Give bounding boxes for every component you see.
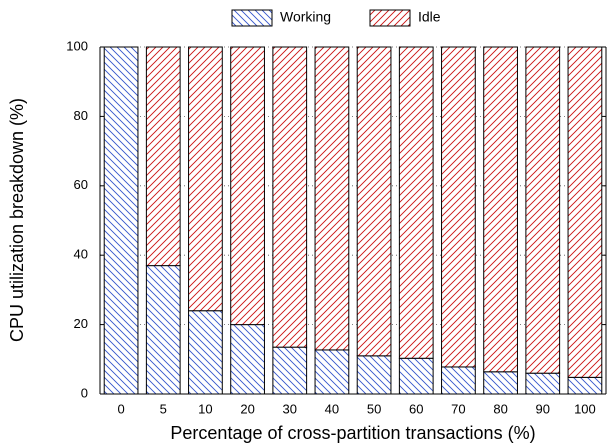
y-tick-label: 60	[74, 177, 88, 192]
bar-segment	[314, 46, 350, 351]
bar-segment	[145, 265, 181, 395]
x-tick-label: 100	[574, 401, 596, 416]
legend-text: Working	[280, 9, 331, 25]
bar-segment	[230, 324, 265, 395]
x-tick-label: 40	[325, 401, 339, 416]
bar-segment	[483, 371, 518, 395]
bar-segment	[441, 366, 476, 395]
bar-segment	[483, 46, 518, 373]
bar-segment	[567, 376, 603, 395]
x-axis-label: Percentage of cross-partition transactio…	[170, 423, 535, 443]
bar-segment	[441, 46, 476, 368]
x-tick-label: 70	[451, 401, 465, 416]
bar-segment	[103, 46, 139, 395]
bar-segment	[272, 346, 308, 395]
legend-swatch	[369, 9, 411, 27]
y-tick-label: 100	[66, 38, 88, 53]
x-tick-label: 0	[117, 401, 124, 416]
x-tick-label: 30	[283, 401, 297, 416]
x-tick-label: 20	[240, 401, 254, 416]
legend-text: Idle	[418, 9, 441, 25]
bar-segment	[398, 357, 434, 395]
x-tick-label: 5	[160, 401, 167, 416]
x-tick-label: 80	[493, 401, 507, 416]
y-tick-label: 40	[74, 247, 88, 262]
x-tick-label: 90	[536, 401, 550, 416]
x-tick-label: 50	[367, 401, 381, 416]
bar-segment	[525, 372, 561, 395]
bar-segment	[398, 46, 434, 359]
x-tick-label: 60	[409, 401, 423, 416]
bar-segment	[230, 46, 265, 326]
bar-segment	[188, 46, 223, 312]
y-tick-label: 0	[81, 385, 88, 400]
bar-segment	[356, 46, 392, 357]
bar-segment	[525, 46, 561, 374]
legend-swatch	[231, 9, 273, 27]
bar-segment	[272, 46, 308, 348]
y-tick-label: 20	[74, 316, 88, 331]
x-tick-label: 10	[198, 401, 212, 416]
y-tick-label: 80	[74, 108, 88, 123]
bar-segment	[314, 349, 350, 395]
bar-segment	[188, 310, 223, 395]
bar-segment	[145, 46, 181, 267]
y-axis-label: CPU utilization breakdown (%)	[7, 98, 27, 342]
bar-segment	[356, 355, 392, 395]
bar-segment	[567, 46, 603, 378]
